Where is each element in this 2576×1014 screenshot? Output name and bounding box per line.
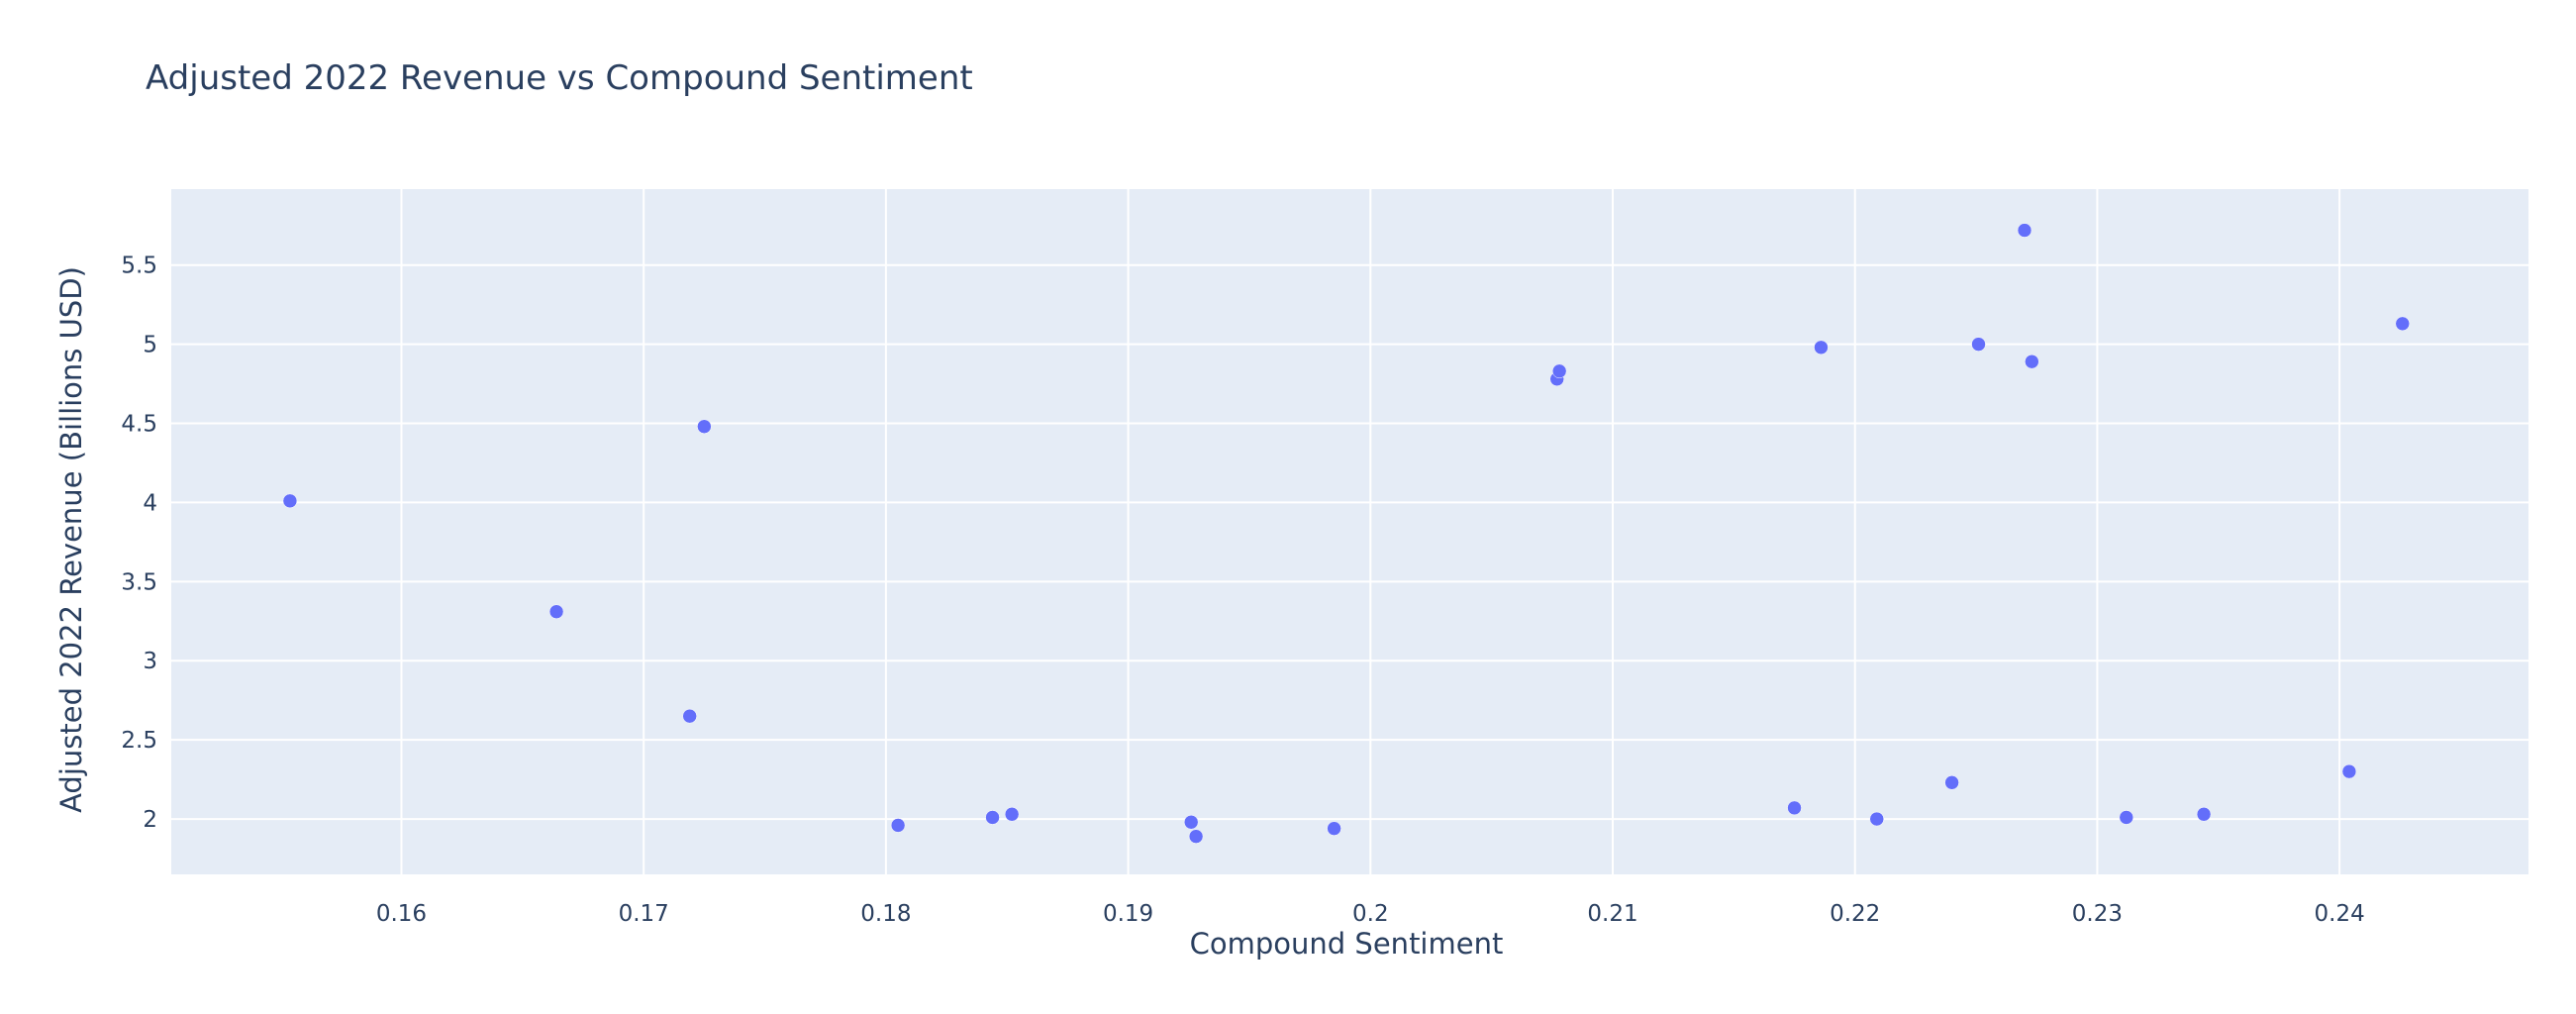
data-point [1327, 821, 1341, 836]
x-tick-label: 0.23 [2072, 901, 2123, 927]
data-point [890, 818, 906, 833]
x-gridlines [400, 189, 2341, 874]
data-point [1944, 775, 1959, 790]
data-point [1869, 811, 1884, 827]
y-tick-label: 2.5 [121, 728, 157, 754]
data-point [2025, 354, 2039, 369]
x-tick-label: 0.22 [1830, 901, 1880, 927]
y-tick-label: 5.5 [121, 254, 157, 279]
data-point [1188, 829, 1204, 844]
x-tick-label: 0.24 [2315, 901, 2365, 927]
data-point [548, 604, 564, 619]
x-axis-title: Compound Sentiment [1190, 927, 1504, 961]
data-point [1814, 340, 1829, 355]
data-point [1971, 337, 1986, 352]
data-point [2017, 223, 2032, 238]
data-point [2341, 763, 2357, 779]
y-tick-label: 4.5 [121, 412, 157, 438]
data-point [682, 708, 697, 724]
y-gridlines [171, 263, 2528, 821]
data-point [282, 493, 298, 509]
data-point [1787, 800, 1802, 816]
y-tick-label: 3.5 [121, 569, 157, 595]
data-point [1551, 363, 1567, 379]
data-point [2196, 807, 2212, 822]
data-point [2119, 810, 2134, 825]
plot-area [171, 189, 2528, 874]
chart-title: Adjusted 2022 Revenue vs Compound Sentim… [146, 58, 973, 98]
y-tick-label: 3 [143, 649, 157, 674]
x-tick-label: 0.19 [1103, 901, 1153, 927]
data-point [697, 419, 712, 434]
x-tick-label: 0.16 [376, 901, 427, 927]
data-point [1183, 815, 1199, 830]
data-point [985, 810, 1000, 825]
y-tick-label: 5 [143, 333, 157, 358]
y-axis-ticks: 2 2.5 3 3.5 4 4.5 5 5.5 [121, 254, 157, 833]
x-tick-label: 0.17 [619, 901, 669, 927]
data-point [1004, 807, 1020, 822]
x-axis-ticks: 0.16 0.17 0.18 0.19 0.2 0.21 0.22 0.23 0.24 [376, 901, 2365, 927]
y-axis-title: Adjusted 2022 Revenue (Billions USD) [54, 266, 88, 813]
scatter-points [282, 223, 2411, 844]
x-tick-label: 0.21 [1587, 901, 1637, 927]
x-tick-label: 0.2 [1352, 901, 1389, 927]
data-point [2395, 316, 2411, 332]
y-tick-label: 2 [143, 807, 157, 833]
x-tick-label: 0.18 [860, 901, 911, 927]
y-tick-label: 4 [143, 490, 157, 516]
